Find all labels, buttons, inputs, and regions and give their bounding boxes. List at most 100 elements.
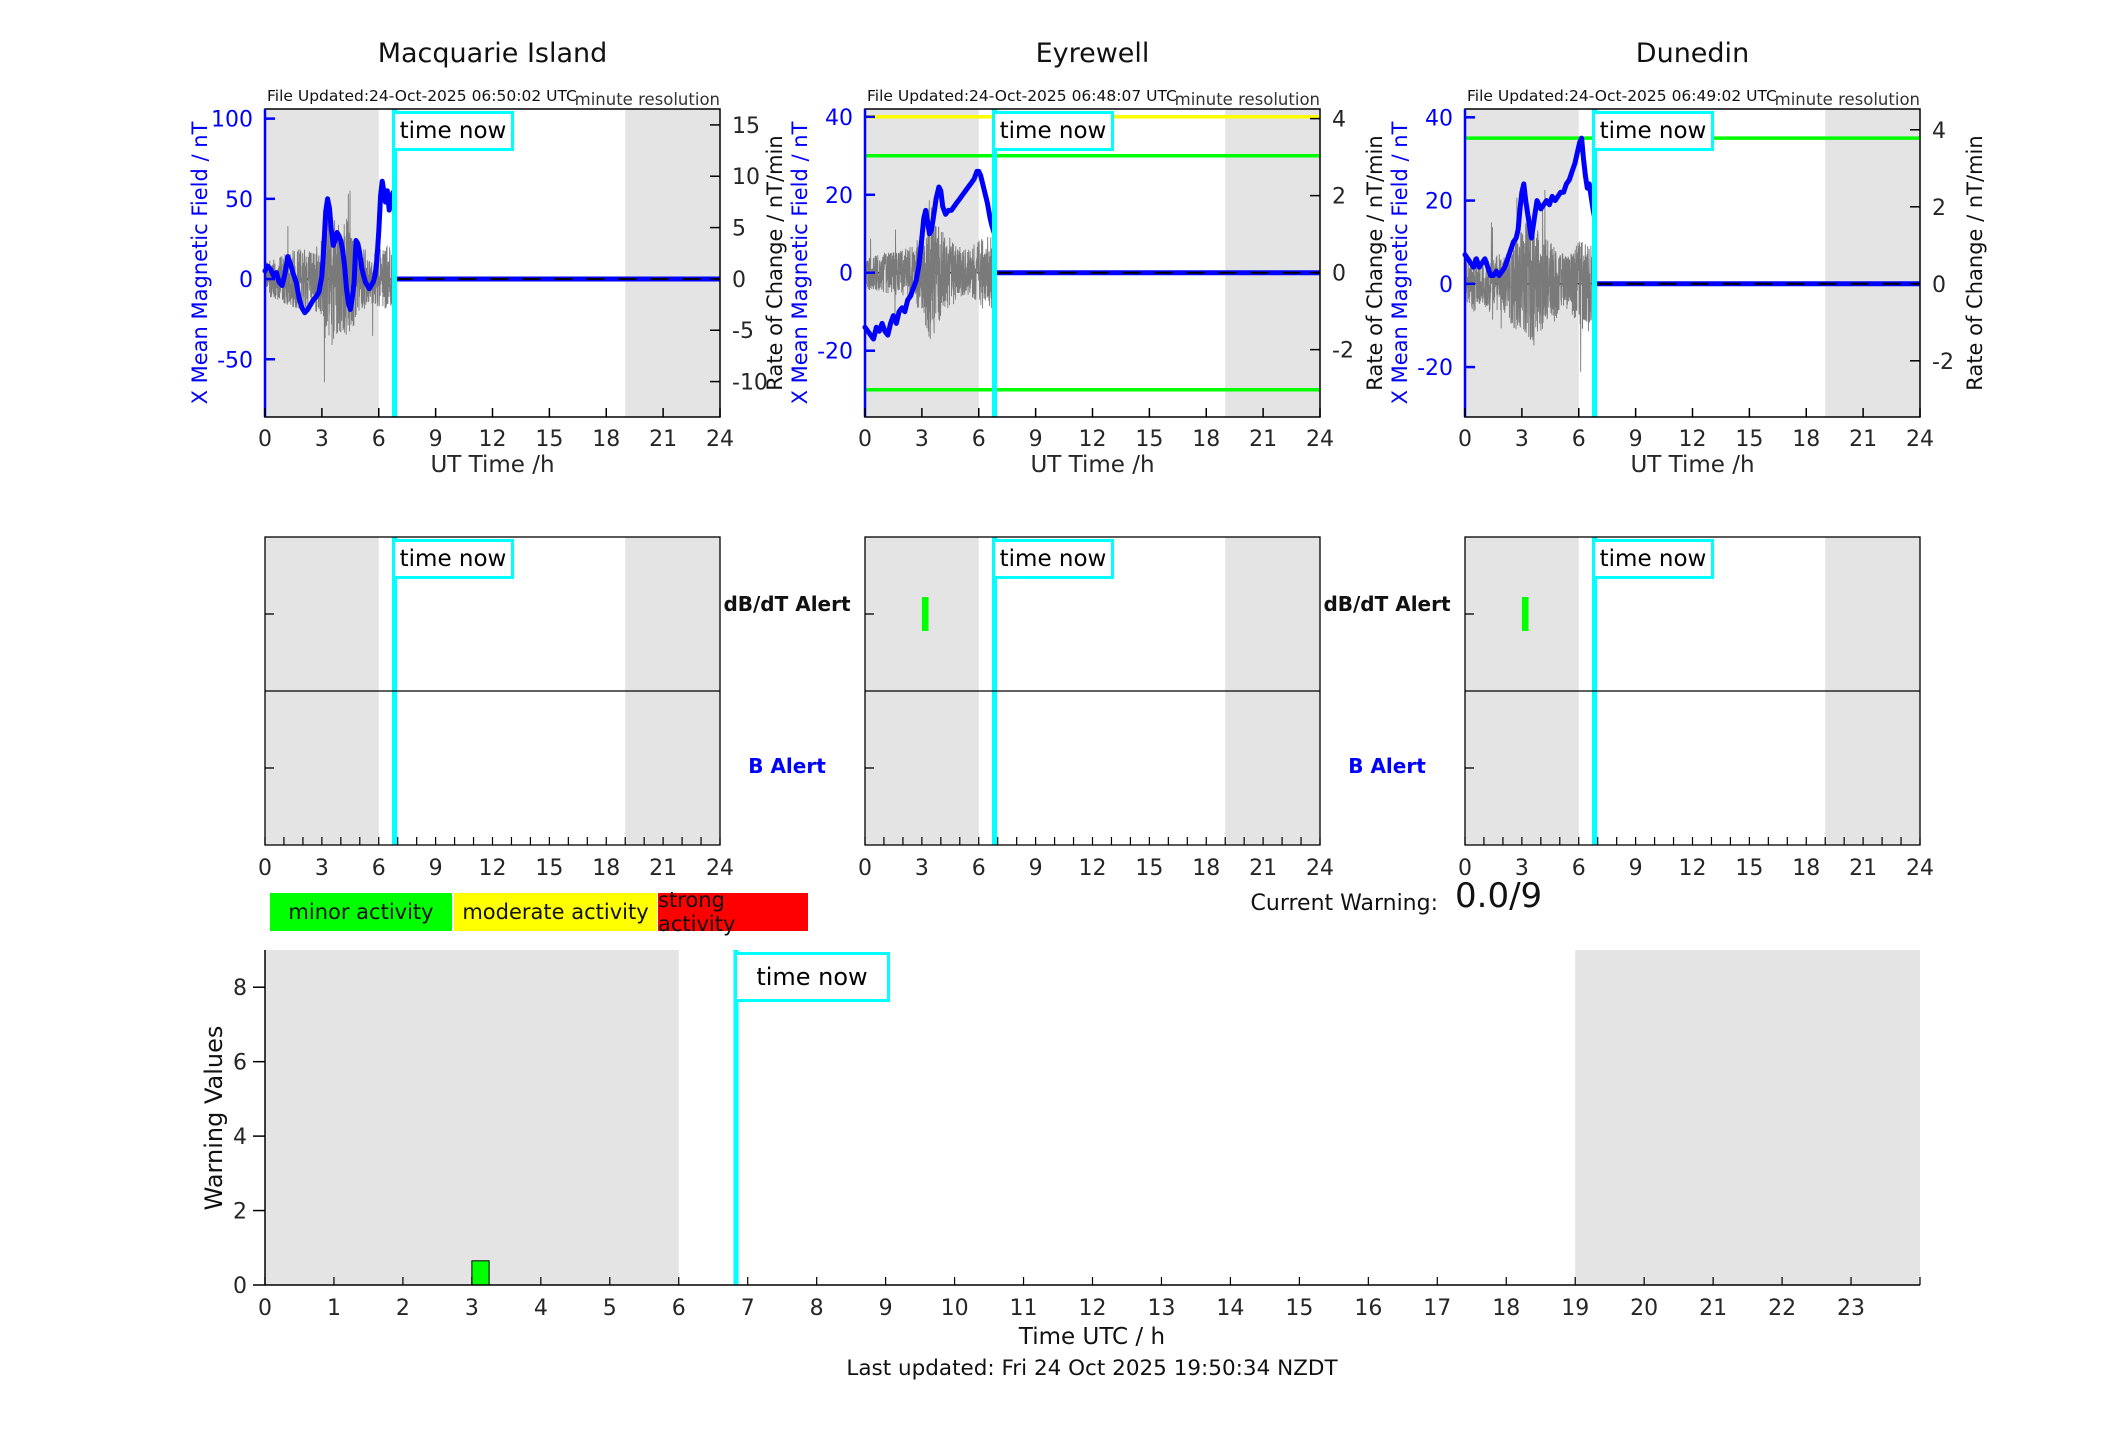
warning-values-axis-label: Warning Values (200, 1025, 228, 1211)
left-tick-label: 50 (225, 188, 253, 213)
legend-minor-activity: minor activity (270, 893, 452, 931)
x-tick-label: 24 (1306, 427, 1334, 452)
x-tick-label: 12 (1079, 427, 1107, 452)
left-tick-label: -20 (1417, 356, 1453, 381)
mean-field-line (1462, 135, 1597, 278)
x-tick-label: 9 (429, 856, 443, 881)
x-tick-label: 24 (1906, 427, 1934, 452)
b-alert-label-1: B Alert (748, 754, 826, 778)
shaded-band (1225, 109, 1320, 417)
station-title-eyrewell: Eyrewell (1035, 38, 1150, 69)
x-axis-label-macquarie: UT Time /h (430, 452, 555, 478)
x-tick-label: 12 (479, 427, 507, 452)
right-tick-label: 0 (1332, 262, 1346, 287)
x-tick-label: 2 (396, 1296, 410, 1321)
x-tick-label: 24 (1906, 856, 1934, 881)
left-tick-label: 20 (825, 184, 853, 209)
x-tick-label: 3 (465, 1296, 479, 1321)
x-tick-label: 13 (1147, 1296, 1175, 1321)
right-tick-label: 10 (732, 165, 760, 190)
x-tick-label: 21 (1849, 856, 1877, 881)
right-tick-label: 2 (1332, 185, 1346, 210)
right-tick-label: 4 (1332, 108, 1346, 133)
time-now-flag-top-eyrewell: time now (992, 111, 1114, 151)
x-tick-label: 0 (858, 856, 872, 881)
x-tick-label: 18 (1792, 427, 1820, 452)
x-tick-label: 3 (915, 856, 929, 881)
x-tick-label: 24 (706, 856, 734, 881)
right-tick-label: 5 (732, 217, 746, 242)
x-tick-label: 12 (1079, 856, 1107, 881)
x-tick-label: 6 (1572, 427, 1586, 452)
left-tick-label: 40 (825, 106, 853, 131)
x-tick-label: 0 (1458, 856, 1472, 881)
resolution-note-dunedin: minute resolution (1774, 90, 1920, 109)
left-tick-label: 0 (1439, 273, 1453, 298)
x-tick-label: 15 (1135, 427, 1163, 452)
x-tick-label: 16 (1354, 1296, 1382, 1321)
x-tick-label: 3 (1515, 427, 1529, 452)
x-tick-label: 18 (1792, 856, 1820, 881)
current-warning-value: 0.0/9 (1455, 876, 1543, 916)
right-axis-label-eyrewell: Rate of Change / nT/min (1363, 135, 1387, 391)
x-axis-label-eyrewell: UT Time /h (1030, 452, 1155, 478)
x-tick-label: 24 (706, 427, 734, 452)
x-tick-label: 9 (1029, 856, 1043, 881)
station-title-dunedin: Dunedin (1635, 38, 1750, 69)
x-tick-label: 3 (1515, 856, 1529, 881)
x-tick-label: 0 (258, 856, 272, 881)
left-tick-label: 20 (1425, 190, 1453, 215)
x-tick-label: 15 (535, 856, 563, 881)
left-tick-label: 40 (1425, 106, 1453, 131)
station-title-macquarie: Macquarie Island (377, 38, 608, 69)
time-now-flag-alert-dunedin: time now (1592, 539, 1714, 579)
time-now-flag-warning-chart: time now (734, 952, 890, 1002)
x-tick-label: 8 (810, 1296, 824, 1321)
x-tick-label: 9 (429, 427, 443, 452)
left-tick-label: 0 (839, 262, 853, 287)
y-tick-label: 6 (233, 1051, 247, 1076)
time-now-flag-alert-eyrewell: time now (992, 539, 1114, 579)
time-utc-axis-label: Time UTC / h (1018, 1324, 1166, 1350)
legend-moderate-activity: moderate activity (454, 893, 657, 931)
x-tick-label: 18 (1192, 427, 1220, 452)
right-tick-label: -10 (732, 371, 768, 396)
x-tick-label: 6 (672, 1296, 686, 1321)
x-tick-label: 15 (535, 427, 563, 452)
time-now-flag-top-dunedin: time now (1592, 111, 1714, 151)
right-tick-label: 0 (1932, 273, 1946, 298)
file-updated-dunedin: File Updated:24-Oct-2025 06:49:02 UTC (1467, 87, 1777, 105)
x-tick-label: 17 (1423, 1296, 1451, 1321)
x-tick-label: 18 (592, 427, 620, 452)
mean-field-line (262, 178, 397, 316)
right-tick-label: 2 (1932, 196, 1946, 221)
mean-field-line (862, 168, 997, 342)
resolution-note-macquarie: minute resolution (574, 90, 720, 109)
time-now-flag-alert-macquarie: time now (392, 539, 514, 579)
right-tick-label: 4 (1932, 119, 1946, 144)
x-tick-label: 22 (1768, 1296, 1796, 1321)
x-tick-label: 21 (1249, 427, 1277, 452)
x-tick-label: 19 (1561, 1296, 1589, 1321)
x-tick-label: 3 (315, 427, 329, 452)
x-tick-label: 10 (941, 1296, 969, 1321)
left-tick-label: -50 (217, 348, 253, 373)
y-tick-label: 4 (233, 1125, 247, 1150)
x-tick-label: 7 (741, 1296, 755, 1321)
resolution-note-eyrewell: minute resolution (1174, 90, 1320, 109)
y-tick-label: 0 (233, 1274, 247, 1299)
x-tick-label: 5 (603, 1296, 617, 1321)
x-tick-label: 14 (1216, 1296, 1244, 1321)
db-dt-alert-bar (921, 597, 929, 631)
right-tick-label: 0 (732, 268, 746, 293)
db-dt-alert-label-2: dB/dT Alert (1323, 592, 1451, 616)
x-tick-label: 21 (1699, 1296, 1727, 1321)
rate-of-change-trace (864, 200, 995, 339)
x-tick-label: 12 (1679, 856, 1707, 881)
x-tick-label: 6 (372, 856, 386, 881)
x-tick-label: 1 (327, 1296, 341, 1321)
right-axis-label-macquarie: Rate of Change / nT/min (763, 135, 787, 391)
current-warning-label: Current Warning: (1250, 891, 1438, 916)
x-tick-label: 0 (258, 427, 272, 452)
